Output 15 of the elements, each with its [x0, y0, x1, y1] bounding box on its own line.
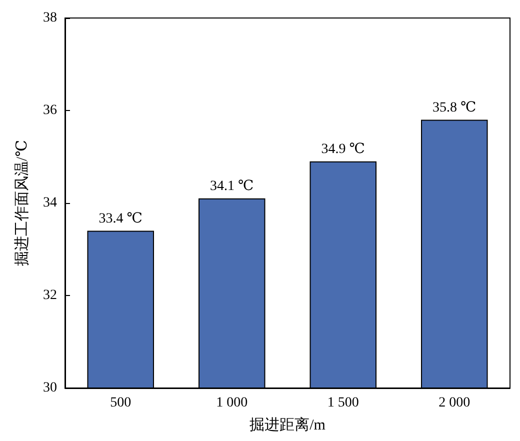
y-tick-label: 32 [43, 288, 57, 303]
y-tick-label: 30 [43, 380, 57, 396]
data-label: 35.8 ℃ [432, 100, 476, 116]
x-tick-label: 1 000 [216, 396, 248, 410]
y-tick-label: 34 [43, 196, 57, 210]
x-tick-label: 1 500 [327, 396, 359, 410]
y-axis-title: 掘进工作面风温/℃ [14, 140, 30, 266]
y-tick-label: 36 [43, 103, 57, 118]
x-tick-label: 500 [110, 396, 132, 410]
data-label: 33.4 ℃ [98, 211, 142, 226]
data-label: 34.1 ℃ [210, 178, 254, 194]
x-axis-title: 掘进距离/m [250, 416, 326, 434]
y-tick-label: 38 [43, 10, 57, 26]
x-tick-label: 2 000 [438, 396, 470, 410]
data-label: 34.9 ℃ [321, 142, 365, 157]
